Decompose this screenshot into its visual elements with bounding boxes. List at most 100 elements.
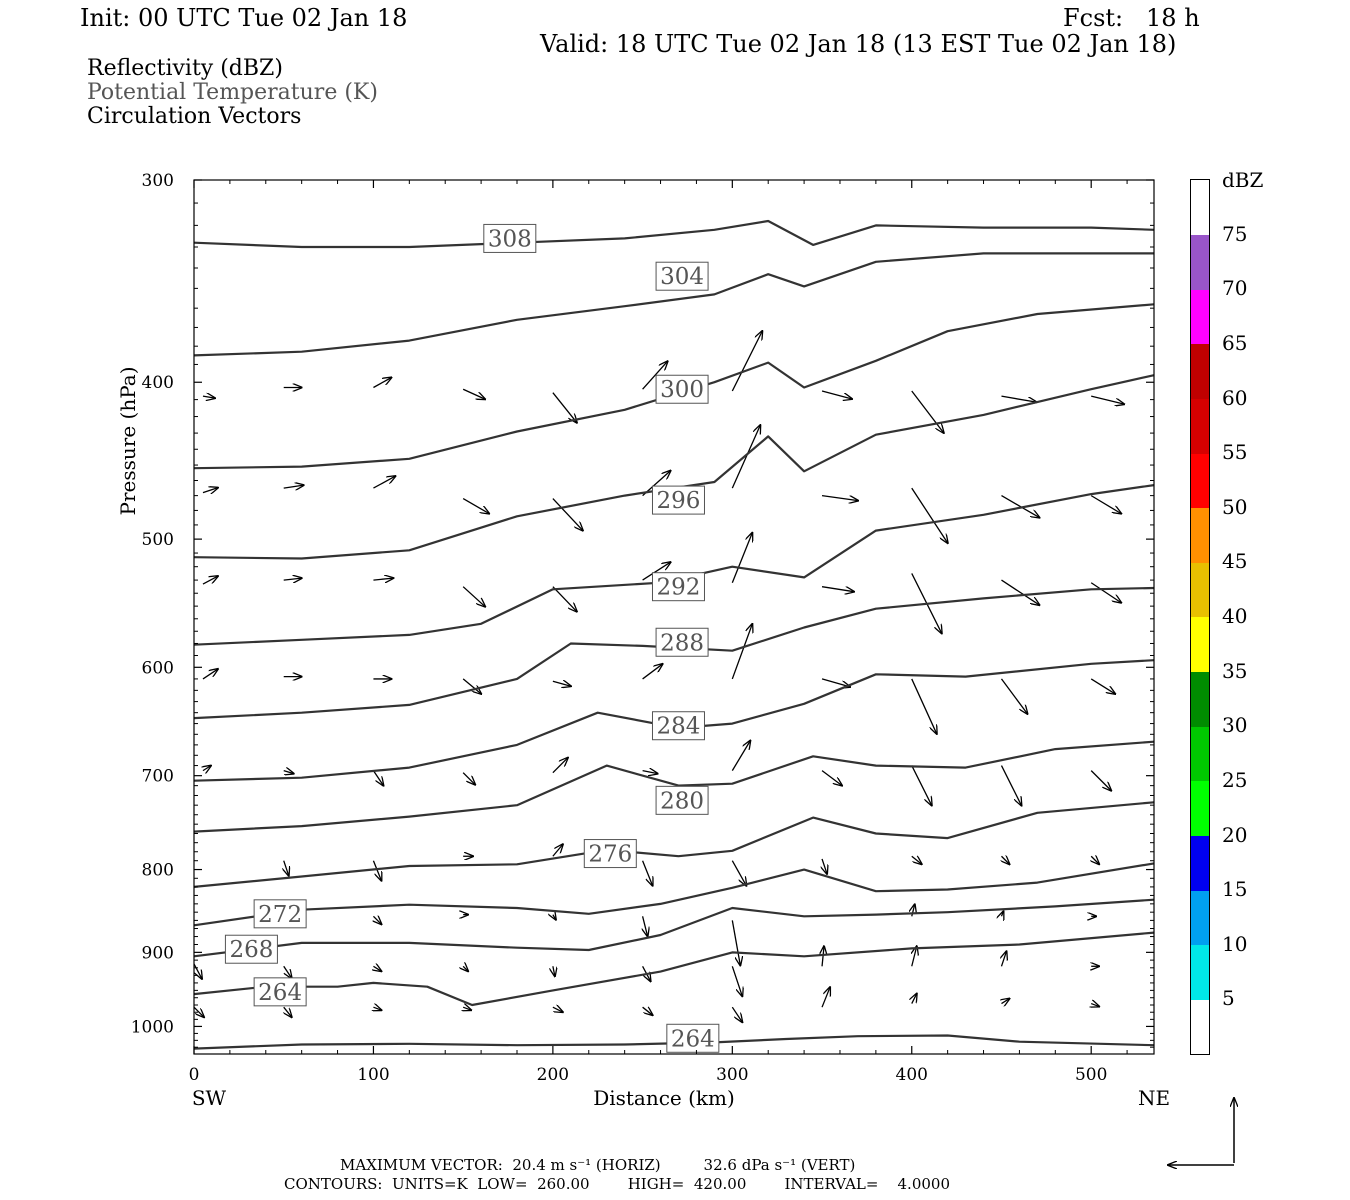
x-tick-label: 200 <box>537 1065 569 1085</box>
wind-vector <box>1091 395 1124 404</box>
y-tick-label: 400 <box>142 373 174 393</box>
wind-vector <box>1091 1004 1099 1007</box>
contour-label: 304 <box>660 264 704 290</box>
wind-vector <box>284 1006 292 1017</box>
wind-vector <box>911 765 932 806</box>
wind-vector <box>821 586 854 592</box>
colorbar-level: 20 <box>1222 822 1248 847</box>
colorbar-segment <box>1191 835 1209 891</box>
contour-272-9 <box>193 862 1155 927</box>
contour-label: 272 <box>258 902 302 928</box>
wind-vector <box>821 678 850 687</box>
colorbar-segment <box>1191 234 1209 290</box>
wind-vector <box>552 498 583 531</box>
wind-vector <box>822 858 827 874</box>
contour-300-2 <box>193 303 1155 470</box>
wind-vector <box>552 844 563 857</box>
axes: 300 400 500 600 700 800 900 1000 0 100 200 300 400 50… <box>116 171 1170 1110</box>
wind-vector <box>731 741 750 771</box>
forecast-hour: Fcst: 18 h <box>1063 4 1200 32</box>
wind-vector <box>731 624 752 680</box>
colorbar-segment <box>1191 726 1209 782</box>
contour-label-box <box>253 977 307 1007</box>
wind-vector <box>552 1007 563 1012</box>
y-axis-title: Pressure (hPa) <box>116 367 140 516</box>
wind-vector <box>373 578 393 580</box>
x-endpoint-right: NE <box>1138 1086 1170 1110</box>
wind-vector <box>731 860 746 886</box>
contour-label-box <box>253 899 307 929</box>
wind-vector <box>731 425 760 489</box>
colorbar-segment <box>1191 398 1209 454</box>
wind-vector <box>552 392 577 423</box>
wind-vector <box>193 1006 204 1017</box>
wind-vector <box>643 916 648 936</box>
field-label-vectors: Circulation Vectors <box>87 104 302 129</box>
colorbar <box>1190 179 1210 1055</box>
x-endpoint-left: SW <box>192 1086 227 1110</box>
wind-vector <box>372 770 383 786</box>
contour-308-0 <box>193 219 1155 249</box>
wind-vector <box>1001 999 1009 1004</box>
wind-vector <box>1090 495 1121 514</box>
wind-vector <box>373 916 381 924</box>
wind-vector <box>731 533 752 583</box>
wind-vector <box>553 966 555 976</box>
wind-vector <box>642 771 658 774</box>
colorbar-segment <box>1191 343 1209 399</box>
wind-vector <box>642 1007 653 1015</box>
wind-vector <box>821 494 858 501</box>
colorbar-segment <box>1191 617 1209 672</box>
contour-label-box <box>651 572 705 602</box>
colorbar-level: 40 <box>1222 604 1248 628</box>
plot-frame <box>193 179 1155 1055</box>
contour-280-7 <box>193 740 1155 833</box>
colorbar-segment <box>1191 507 1209 563</box>
wind-vector <box>1090 678 1115 694</box>
contour-label: 280 <box>660 788 704 814</box>
wind-vector <box>642 664 663 680</box>
contour-268-10 <box>193 898 1155 958</box>
wind-vector <box>462 388 485 399</box>
colorbar-level: 55 <box>1222 440 1248 465</box>
contour-label: 296 <box>657 488 701 514</box>
y-tick-label: 900 <box>142 943 174 963</box>
field-label-reflectivity: Reflectivity (dBZ) <box>87 56 283 81</box>
x-tick-label: 500 <box>1075 1065 1107 1085</box>
wind-vector <box>642 361 668 390</box>
field-label-theta: Potential Temperature (K) <box>87 80 378 105</box>
max-vector-note: MAXIMUM VECTOR: 20.4 m s⁻¹ (HORIZ) 32.6 … <box>340 1156 856 1174</box>
wind-vector <box>1000 678 1027 714</box>
colorbar-level: 5 <box>1222 986 1235 1011</box>
wind-vector <box>912 994 917 1004</box>
init-time: Init: 00 UTC Tue 02 Jan 18 <box>80 4 408 32</box>
wind-vector <box>1001 951 1006 967</box>
wind-vector <box>463 966 468 971</box>
colorbar-level: 15 <box>1222 877 1248 902</box>
wind-vector <box>642 562 671 581</box>
wind-vector <box>462 498 489 514</box>
wind-vector <box>1090 770 1111 791</box>
wind-vector <box>462 772 475 785</box>
x-tick-label: 400 <box>896 1065 928 1085</box>
contour-label-box <box>651 485 705 515</box>
theta-contours <box>193 219 1155 1050</box>
colorbar-level: 70 <box>1222 276 1248 301</box>
y-tick-label: 1000 <box>131 1017 174 1037</box>
colorbar-segment <box>1191 780 1209 836</box>
contour-label-box <box>651 711 705 741</box>
contour-label: 288 <box>660 630 704 656</box>
wind-vector <box>912 904 915 917</box>
wind-vector <box>373 476 395 489</box>
colorbar-level: 25 <box>1222 767 1248 792</box>
wind-vector <box>462 678 481 694</box>
wind-vector <box>462 586 485 607</box>
wind-vector <box>372 860 381 881</box>
wind-vector <box>284 860 289 876</box>
contour-label-box <box>655 261 709 291</box>
wind-vector <box>283 578 302 580</box>
wind-vector <box>202 576 218 585</box>
contour-label-box <box>483 223 537 253</box>
x-tick-label: 0 <box>189 1065 200 1085</box>
y-tick-label: 300 <box>142 171 174 191</box>
